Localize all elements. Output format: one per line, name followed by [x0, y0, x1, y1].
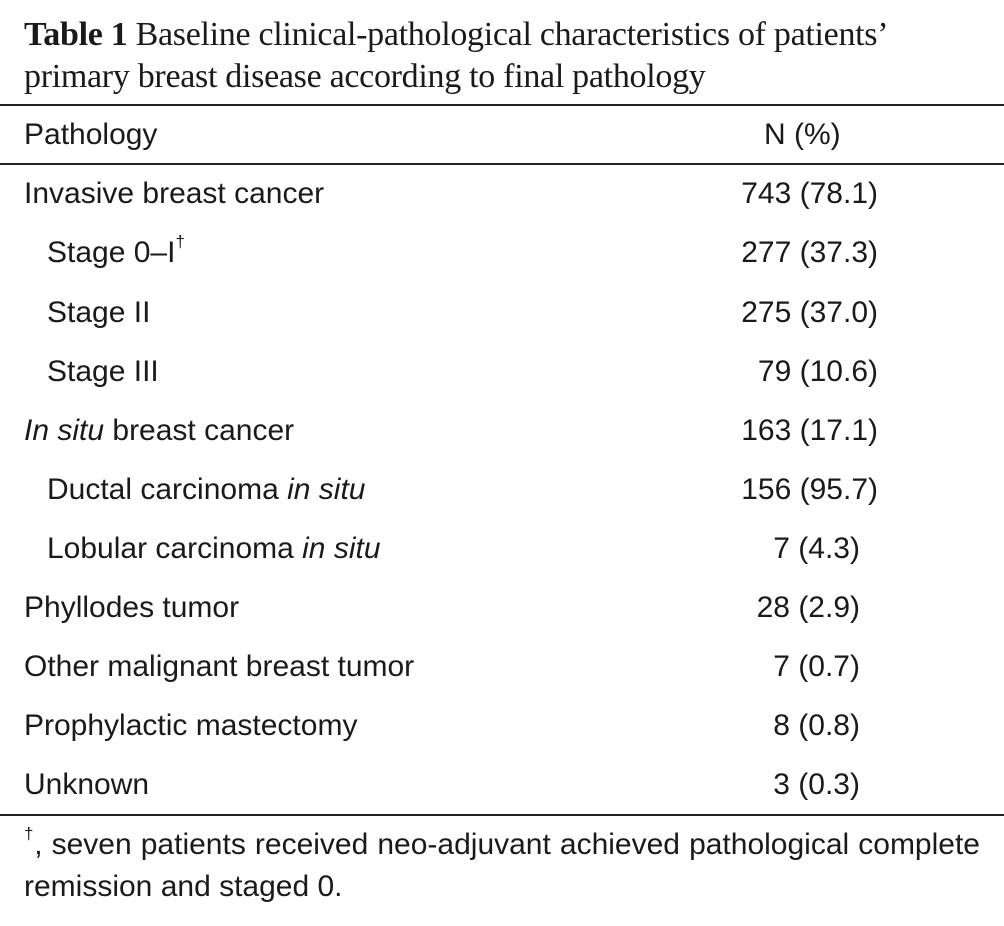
row-label: Phyllodes tumor — [24, 591, 240, 624]
row-value: 743 (78.1) — [741, 177, 878, 210]
top-rule — [0, 104, 1004, 106]
row-label: Stage III — [47, 355, 159, 388]
row-value: 79 (10.6) — [757, 355, 878, 388]
table-footnote: †, seven patients received neo-adjuvant … — [24, 824, 980, 908]
table-caption-text: Baseline clinical-pathological character… — [24, 16, 886, 95]
footnote-dagger: † — [24, 824, 35, 843]
row-value: 3 (0.3) — [773, 768, 860, 801]
header-n-percent: N (%) — [764, 118, 841, 151]
row-label: Prophylactic mastectomy — [24, 709, 358, 742]
row-label: Invasive breast cancer — [24, 177, 325, 210]
row-value: 28 (2.9) — [756, 591, 860, 624]
row-value: 7 (4.3) — [773, 532, 860, 565]
header-rule — [0, 163, 1004, 165]
row-value: 8 (0.8) — [773, 709, 860, 742]
row-value: 275 (37.0) — [741, 296, 878, 329]
row-label: Lobular carcinoma in situ — [47, 532, 381, 565]
dagger-marker: † — [175, 232, 185, 251]
row-value: 7 (0.7) — [773, 650, 860, 683]
bottom-rule — [0, 814, 1004, 816]
table-caption-label: Table 1 — [24, 16, 128, 53]
row-label: Stage 0–I† — [47, 232, 185, 269]
header-pathology: Pathology — [24, 118, 158, 151]
row-label: Other malignant breast tumor — [24, 650, 415, 683]
row-value: 163 (17.1) — [741, 414, 878, 447]
row-label: In situ breast cancer — [24, 414, 295, 447]
row-value: 156 (95.7) — [741, 473, 878, 506]
row-value: 277 (37.3) — [741, 236, 878, 269]
row-label: Ductal carcinoma in situ — [47, 473, 366, 506]
table-caption: Table 1 Baseline clinical-pathological c… — [24, 14, 982, 98]
row-label: Unknown — [24, 768, 150, 801]
footnote-text: , seven patients received neo-adjuvant a… — [24, 828, 980, 903]
row-label: Stage II — [47, 296, 151, 329]
